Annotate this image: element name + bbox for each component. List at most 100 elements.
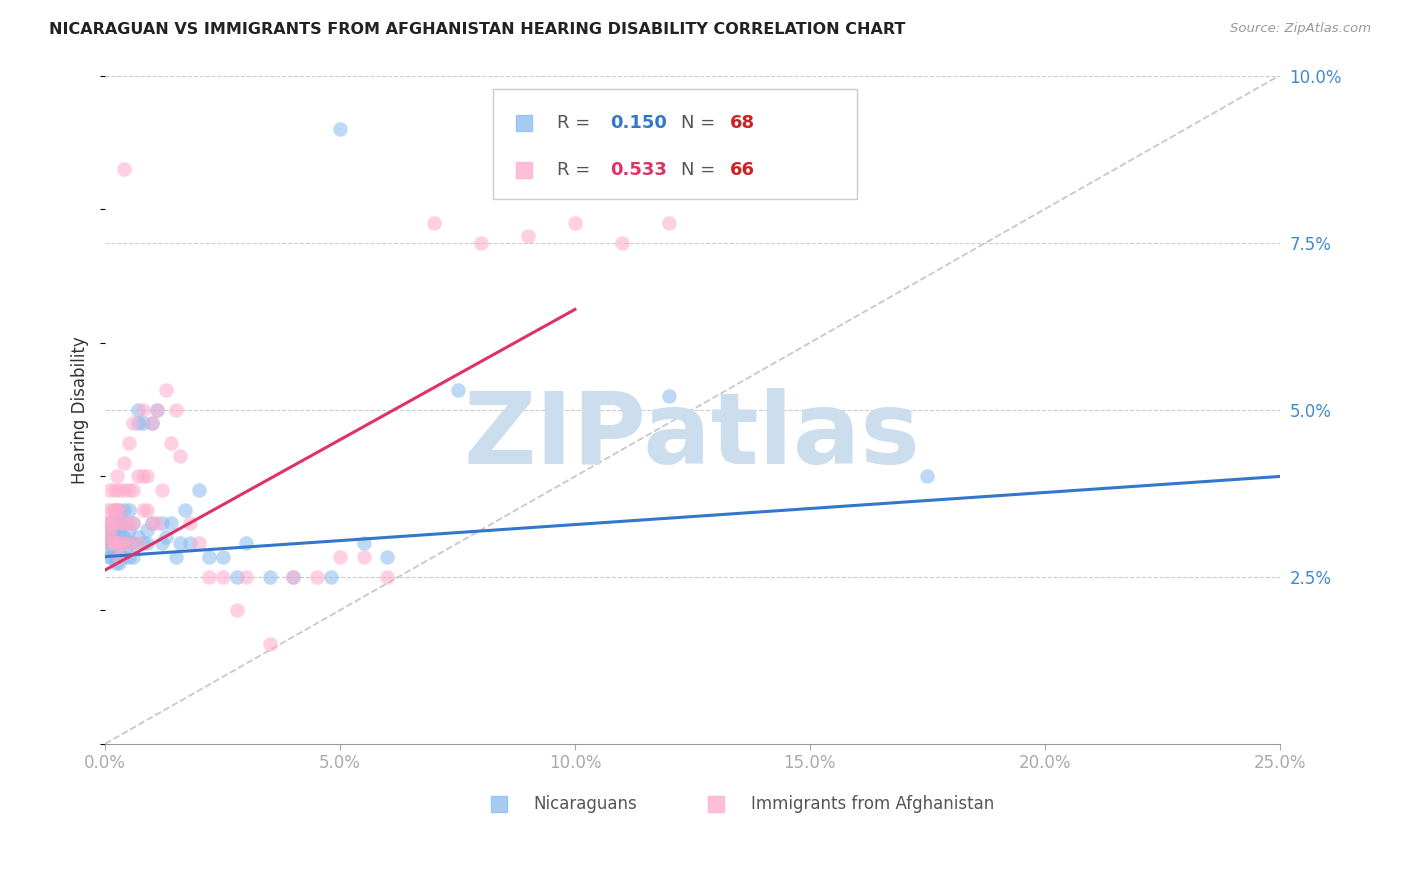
Point [122, 536, 145, 550]
Point [111, 530, 134, 544]
Point [179, 536, 201, 550]
Point [188, 483, 211, 497]
Point [108, 543, 131, 558]
Point [112, 483, 135, 497]
Text: NICARAGUAN VS IMMIGRANTS FROM AFGHANISTAN HEARING DISABILITY CORRELATION CHART: NICARAGUAN VS IMMIGRANTS FROM AFGHANISTA… [49, 22, 905, 37]
Point [122, 549, 145, 564]
Point [225, 603, 247, 617]
Point [98, 516, 121, 531]
Text: N =: N = [681, 114, 721, 132]
Point [141, 416, 163, 430]
Point [150, 536, 173, 550]
Text: 68: 68 [730, 114, 755, 132]
Point [101, 503, 124, 517]
Point [108, 530, 131, 544]
Point [104, 536, 127, 550]
Point [132, 503, 155, 517]
Point [104, 503, 127, 517]
Point [108, 483, 131, 497]
Point [423, 215, 446, 229]
Point [104, 557, 127, 571]
Point [105, 516, 128, 531]
Point [160, 516, 183, 531]
Point [98, 483, 121, 497]
Point [174, 503, 197, 517]
Point [517, 228, 540, 243]
Point [118, 536, 141, 550]
Point [98, 543, 121, 558]
Point [108, 516, 131, 531]
Point [155, 530, 177, 544]
Point [127, 469, 149, 483]
Point [108, 557, 131, 571]
Point [127, 402, 149, 417]
Point [118, 536, 141, 550]
Point [353, 549, 375, 564]
Point [658, 389, 681, 403]
Point [122, 516, 145, 531]
Point [259, 636, 281, 650]
Point [281, 570, 304, 584]
Point [179, 516, 201, 531]
Point [118, 503, 141, 517]
Point [112, 530, 135, 544]
Point [146, 402, 169, 417]
Point [281, 570, 304, 584]
Point [104, 523, 127, 537]
Point [96, 516, 118, 531]
Point [101, 536, 124, 550]
Point [127, 416, 149, 430]
Point [353, 536, 375, 550]
Point [100, 530, 122, 544]
Point [120, 536, 142, 550]
Point [104, 483, 127, 497]
Point [112, 536, 135, 550]
Point [118, 523, 141, 537]
Point [160, 436, 183, 450]
Point [319, 570, 342, 584]
Point [98, 516, 121, 531]
Point [235, 536, 257, 550]
Point [127, 536, 149, 550]
Point [132, 469, 155, 483]
Point [132, 416, 155, 430]
Point [146, 402, 169, 417]
Point [146, 516, 169, 531]
Point [329, 122, 352, 136]
Text: Immigrants from Afghanistan: Immigrants from Afghanistan [751, 795, 994, 813]
Point [122, 516, 145, 531]
Point [375, 570, 398, 584]
Point [112, 503, 135, 517]
Point [101, 523, 124, 537]
Point [112, 456, 135, 470]
Point [169, 450, 191, 464]
Point [122, 416, 145, 430]
Point [104, 536, 127, 550]
Point [98, 536, 121, 550]
Point [136, 536, 159, 550]
Text: 0.533: 0.533 [610, 161, 666, 179]
Point [155, 383, 177, 397]
Point [259, 570, 281, 584]
Point [136, 523, 159, 537]
Point [105, 536, 128, 550]
Text: ZIPatlas: ZIPatlas [464, 388, 921, 485]
Text: Source: ZipAtlas.com: Source: ZipAtlas.com [1230, 22, 1371, 36]
Point [100, 516, 122, 531]
Text: R =: R = [557, 161, 596, 179]
Point [104, 503, 127, 517]
Point [104, 503, 127, 517]
Point [122, 483, 145, 497]
Point [98, 523, 121, 537]
Text: 66: 66 [730, 161, 755, 179]
Point [446, 383, 468, 397]
Text: R =: R = [557, 114, 596, 132]
Point [165, 402, 187, 417]
Point [141, 416, 163, 430]
Point [108, 516, 131, 531]
Point [112, 516, 135, 531]
Point [329, 549, 352, 564]
Point [141, 516, 163, 531]
Point [211, 549, 233, 564]
Point [98, 523, 121, 537]
